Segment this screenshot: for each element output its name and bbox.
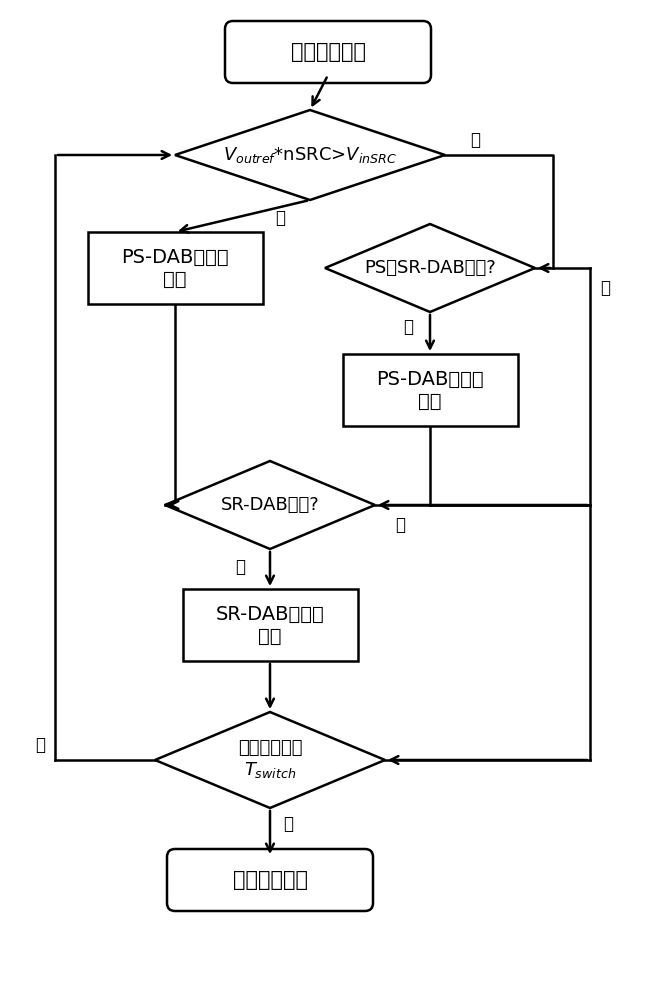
FancyBboxPatch shape [167, 849, 373, 911]
Polygon shape [155, 712, 385, 808]
Text: 否: 否 [35, 736, 45, 754]
Bar [342, 354, 518, 426]
Text: 否: 否 [235, 558, 245, 576]
Text: SR-DAB占空比
增加: SR-DAB占空比 增加 [216, 604, 324, 646]
Text: 第二阶段开始: 第二阶段开始 [291, 42, 365, 62]
Text: SR-DAB过流?: SR-DAB过流? [220, 496, 319, 514]
Text: $V_{outref}$*nSRC>$V_{inSRC}$: $V_{outref}$*nSRC>$V_{inSRC}$ [223, 145, 397, 165]
Text: 是: 是 [600, 279, 610, 297]
Text: PS-DAB占空比
减少: PS-DAB占空比 减少 [121, 247, 229, 288]
Bar [182, 589, 358, 661]
Text: 否: 否 [403, 318, 413, 336]
Text: 第二阶段结束: 第二阶段结束 [232, 870, 308, 890]
Polygon shape [175, 110, 445, 200]
Text: 是: 是 [395, 516, 405, 534]
Bar [87, 232, 262, 304]
Text: 否: 否 [470, 131, 480, 149]
Text: 达到定时时间
$T_{switch}$: 达到定时时间 $T_{switch}$ [237, 740, 302, 780]
Text: PS或SR-DAB过流?: PS或SR-DAB过流? [364, 259, 496, 277]
Polygon shape [325, 224, 535, 312]
FancyBboxPatch shape [225, 21, 431, 83]
Text: 是: 是 [283, 815, 293, 833]
Text: 是: 是 [275, 209, 285, 227]
Text: PS-DAB占空比
增加: PS-DAB占空比 增加 [376, 369, 484, 410]
Polygon shape [165, 461, 375, 549]
